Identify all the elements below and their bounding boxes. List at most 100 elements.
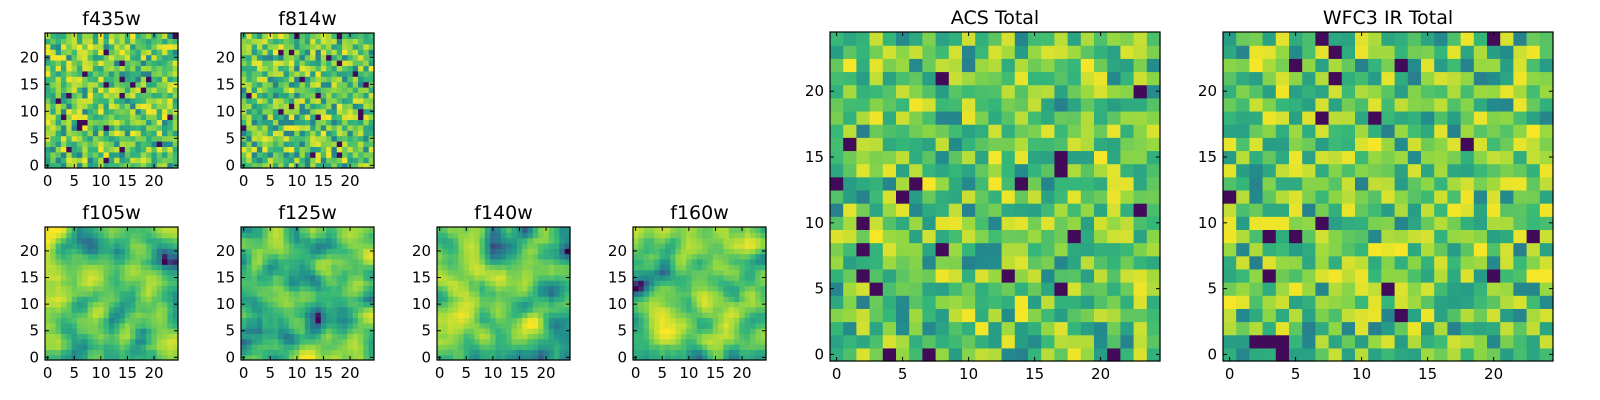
- heatmap-cell: [1001, 282, 1016, 296]
- heatmap-cell: [130, 146, 137, 153]
- heatmap-cell: [124, 264, 131, 271]
- heatmap-cell: [167, 344, 174, 350]
- heatmap-cell: [543, 264, 550, 271]
- heatmap-cell: [843, 176, 857, 191]
- heatmap-cell: [712, 258, 719, 265]
- heatmap-cell: [60, 97, 67, 104]
- heatmap-cell: [896, 203, 910, 217]
- heatmap-cell: [691, 264, 698, 271]
- heatmap-cell: [241, 258, 247, 265]
- heatmap-cell: [1107, 110, 1121, 125]
- heatmap-cell: [114, 333, 121, 340]
- heatmap-cell: [1394, 334, 1409, 349]
- heatmap-cell: [1223, 216, 1237, 230]
- heatmap-cell: [66, 301, 73, 308]
- heatmap-cell: [962, 32, 976, 46]
- heatmap-cell: [119, 135, 126, 142]
- heatmap-cell: [108, 354, 115, 361]
- heatmap-cell: [114, 157, 121, 164]
- heatmap-cell: [548, 306, 555, 313]
- heatmap-cell: [1067, 242, 1082, 257]
- heatmap-cell: [304, 49, 311, 56]
- heatmap-cell: [347, 151, 354, 158]
- heatmap-cell: [320, 264, 327, 271]
- heatmap-cell: [755, 322, 762, 329]
- heatmap-cell: [92, 344, 99, 350]
- heatmap-cell: [140, 38, 147, 45]
- heatmap-cell: [262, 322, 269, 329]
- heatmap-cell: [442, 296, 449, 303]
- heatmap-cell: [1236, 203, 1250, 217]
- heatmap-cell: [262, 124, 269, 131]
- heatmap-cell: [55, 97, 62, 104]
- heatmap-cell: [272, 60, 279, 66]
- heatmap-cell: [76, 141, 83, 147]
- heatmap-cell: [103, 232, 110, 239]
- heatmap-cell: [1355, 255, 1369, 270]
- heatmap-cell: [299, 328, 306, 334]
- heatmap-cell: [643, 322, 650, 329]
- heatmap-cell: [251, 290, 258, 297]
- heatmap-cell: [342, 146, 348, 153]
- heatmap-cell: [1407, 163, 1422, 178]
- heatmap-cell: [55, 135, 62, 142]
- heatmap-cell: [935, 229, 950, 244]
- heatmap-cell: [686, 333, 693, 340]
- heatmap-cell: [1028, 255, 1042, 270]
- heatmap-cell: [500, 338, 507, 345]
- heatmap-cell: [342, 162, 348, 169]
- heatmap-cell: [447, 333, 454, 340]
- heatmap-cell: [479, 242, 486, 249]
- heatmap-cell: [352, 264, 359, 271]
- heatmap-cell: [648, 349, 655, 356]
- heatmap-cell: [299, 43, 306, 50]
- heatmap-cell: [272, 290, 279, 297]
- heatmap-cell: [55, 49, 62, 56]
- heatmap-cell: [463, 285, 470, 292]
- heatmap-cell: [294, 92, 301, 99]
- heatmap-cell: [712, 322, 719, 329]
- heatmap-cell: [82, 33, 89, 39]
- heatmap-cell: [1028, 71, 1042, 86]
- heatmap-cell: [114, 227, 121, 233]
- heatmap-cell: [146, 76, 152, 83]
- heatmap-cell: [1368, 334, 1382, 349]
- heatmap-cell: [696, 333, 703, 340]
- heatmap-cell: [452, 290, 459, 297]
- heatmap-cell: [1054, 189, 1069, 204]
- heatmap-cell: [559, 242, 566, 249]
- heatmap-cell: [680, 264, 687, 271]
- heatmap-cell: [331, 38, 338, 45]
- heatmap-cell: [479, 328, 486, 334]
- heatmap-cell: [92, 81, 99, 88]
- heatmap-cell: [304, 306, 311, 313]
- heatmap-cell: [55, 253, 62, 260]
- heatmap-cell: [76, 162, 83, 169]
- heatmap-cell: [251, 280, 258, 287]
- heatmap-cell: [315, 141, 322, 147]
- heatmap-cell: [1289, 163, 1303, 178]
- heatmap-cell: [347, 70, 354, 77]
- heatmap-cell: [484, 344, 491, 350]
- heatmap-cell: [1341, 295, 1356, 309]
- heatmap-cell: [1001, 45, 1016, 59]
- heatmap-cell: [962, 189, 976, 204]
- heatmap-cell: [87, 333, 94, 340]
- heatmap-cell: [320, 54, 327, 61]
- heatmap-cell: [119, 49, 126, 56]
- heatmap-cell: [437, 264, 443, 271]
- heatmap-cell: [267, 38, 274, 45]
- heatmap-cell: [162, 162, 168, 169]
- heatmap-cell: [114, 248, 121, 255]
- heatmap-cell: [495, 333, 502, 340]
- heatmap-cell: [723, 301, 730, 308]
- heatmap-cell: [342, 232, 348, 239]
- heatmap-cell: [352, 312, 359, 319]
- heatmap-cell: [723, 333, 730, 340]
- heatmap-cell: [1120, 163, 1135, 178]
- heatmap-cell: [363, 269, 370, 276]
- heatmap-cell: [114, 264, 121, 271]
- heatmap-cell: [1434, 347, 1448, 362]
- heatmap-cell: [750, 333, 756, 340]
- heatmap-cell: [1249, 308, 1264, 323]
